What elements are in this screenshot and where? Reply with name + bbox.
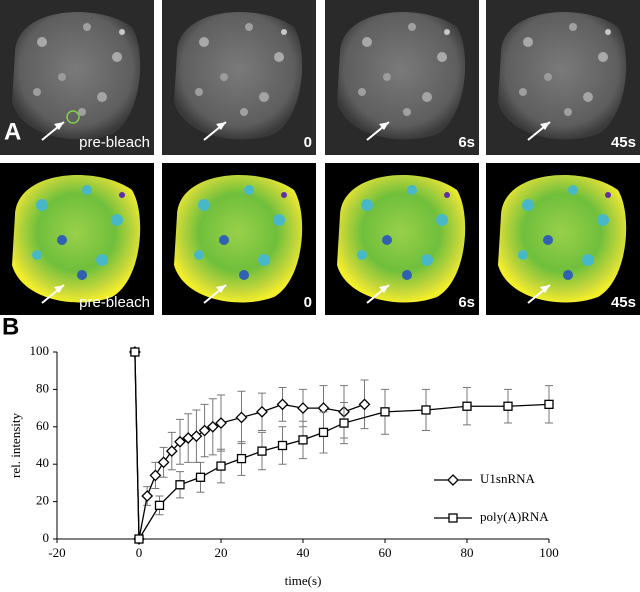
marker bbox=[503, 401, 513, 411]
marker bbox=[141, 490, 154, 502]
marker bbox=[544, 399, 554, 410]
y-tick-label: 60 bbox=[36, 418, 49, 433]
y-tick-label: 80 bbox=[36, 380, 49, 395]
marker bbox=[257, 446, 267, 456]
marker bbox=[318, 427, 329, 438]
arrow-head bbox=[216, 122, 226, 130]
marker bbox=[206, 420, 219, 433]
marker bbox=[462, 401, 472, 411]
x-tick-label: 100 bbox=[539, 545, 559, 560]
x-tick-label: 0 bbox=[136, 545, 143, 560]
marker bbox=[256, 405, 268, 418]
marker bbox=[149, 469, 162, 482]
marker bbox=[276, 398, 289, 411]
legend-marker bbox=[447, 474, 459, 486]
marker bbox=[154, 500, 165, 510]
arrow-head bbox=[54, 122, 64, 130]
legend-label: U1snRNA bbox=[480, 471, 536, 486]
marker bbox=[190, 430, 203, 443]
arrow-head bbox=[540, 122, 550, 130]
panel-caption: 6s bbox=[458, 294, 475, 311]
image-panels: pre-bleach 0 6s 45s pre-bleach 0 6s 45s bbox=[0, 0, 640, 315]
legend-marker bbox=[448, 513, 458, 523]
marker bbox=[298, 435, 308, 445]
marker bbox=[174, 435, 186, 448]
marker bbox=[277, 440, 288, 451]
x-tick-label: 60 bbox=[379, 545, 392, 560]
marker bbox=[134, 534, 144, 544]
marker bbox=[198, 424, 211, 437]
panel-caption: pre-bleach bbox=[79, 134, 150, 151]
marker bbox=[195, 472, 206, 482]
panel-caption: 0 bbox=[304, 294, 312, 311]
y-tick-label: 20 bbox=[36, 493, 49, 508]
x-axis-label: time(s) bbox=[285, 573, 322, 588]
x-tick-label: 40 bbox=[297, 545, 310, 560]
y-tick-label: 0 bbox=[43, 530, 50, 545]
legend-label: poly(A)RNA bbox=[480, 509, 549, 524]
panel-caption: 45s bbox=[611, 294, 636, 311]
panel-label: A bbox=[4, 118, 21, 145]
panel-caption: 6s bbox=[458, 134, 475, 151]
marker bbox=[130, 347, 140, 357]
arrow-head bbox=[540, 285, 550, 293]
marker bbox=[380, 407, 390, 417]
panel-label: B bbox=[2, 313, 19, 340]
marker bbox=[215, 417, 227, 429]
arrow-head bbox=[216, 285, 226, 293]
y-tick-label: 100 bbox=[30, 343, 50, 358]
marker bbox=[157, 456, 170, 469]
arrow-head bbox=[379, 285, 389, 293]
x-tick-label: 20 bbox=[215, 545, 228, 560]
panel-caption: pre-bleach bbox=[79, 294, 150, 311]
marker bbox=[216, 461, 226, 471]
marker bbox=[235, 411, 248, 424]
series-line bbox=[134, 351, 365, 540]
marker bbox=[175, 480, 185, 490]
panel-caption: 0 bbox=[304, 134, 312, 151]
marker bbox=[358, 398, 371, 411]
marker bbox=[421, 405, 431, 415]
x-tick-label: -20 bbox=[48, 545, 65, 560]
bleach-roi bbox=[66, 110, 80, 124]
panel-caption: 45s bbox=[611, 134, 636, 151]
y-axis-label: rel. intensity bbox=[8, 413, 23, 478]
marker bbox=[165, 445, 178, 458]
arrow-head bbox=[54, 285, 64, 293]
arrow-head bbox=[379, 122, 389, 130]
marker bbox=[339, 418, 349, 428]
marker bbox=[236, 453, 247, 464]
y-tick-label: 40 bbox=[36, 455, 49, 470]
marker bbox=[297, 402, 309, 415]
x-tick-label: 80 bbox=[461, 545, 474, 560]
